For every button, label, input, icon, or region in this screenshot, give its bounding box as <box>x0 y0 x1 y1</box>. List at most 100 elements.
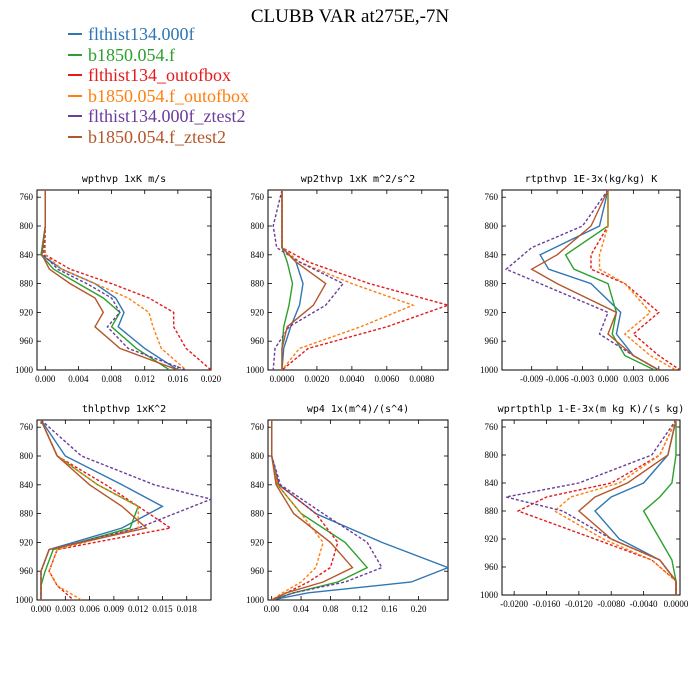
x-tick-label: 0.000 <box>35 374 56 384</box>
chart-panel: wpthvp 1xK m/s76080084088092096010000.00… <box>15 174 222 384</box>
series-line <box>594 420 677 595</box>
panel-title: rtpthvp 1E-3x(kg/kg) K <box>525 174 657 185</box>
series-line <box>553 420 677 595</box>
y-tick-label: 760 <box>485 422 499 432</box>
y-tick-label: 920 <box>20 537 34 547</box>
x-tick-label: 0.003 <box>55 604 76 614</box>
x-tick-label: 0.012 <box>128 604 148 614</box>
chart-panel: wprtpthlp 1-E-3x(m kg K)/(s kg) 760 800 840… <box>480 404 689 609</box>
legend-item: b1850.054.f_outofbox <box>68 86 249 107</box>
y-tick-label: 800 <box>251 221 265 231</box>
y-tick-label: 760 <box>251 422 265 432</box>
y-tick-label: 1000 <box>246 595 265 605</box>
x-tick-label: -0.0080 <box>597 599 625 609</box>
series-line <box>44 190 211 370</box>
y-tick-label: 800 <box>20 451 34 461</box>
y-tick-label: 1000 <box>480 365 499 375</box>
x-tick-label: -0.0120 <box>565 599 593 609</box>
x-tick-label: 0.012 <box>135 374 155 384</box>
series-line <box>271 420 354 600</box>
x-tick-label: -0.006 <box>545 374 569 384</box>
plot-frame <box>36 419 212 601</box>
y-tick-label: 840 <box>20 250 34 260</box>
x-tick-label: -0.009 <box>520 374 544 384</box>
y-tick-label: 960 <box>20 566 34 576</box>
x-tick-label: 0.006 <box>649 374 670 384</box>
x-tick-label: 0.000 <box>598 374 619 384</box>
x-tick-label: -0.003 <box>571 374 595 384</box>
y-tick-label: 880 <box>485 279 499 289</box>
x-tick-label: 0.04 <box>293 604 309 614</box>
legend-swatch <box>68 53 82 56</box>
x-tick-label: 0.0000 <box>664 599 689 609</box>
y-tick-label: 880 <box>251 509 265 519</box>
legend-label: b1850.054.f_outofbox <box>88 85 249 106</box>
series-line <box>44 190 187 370</box>
y-tick-label: 880 <box>485 506 499 516</box>
series-line <box>281 190 415 370</box>
series-line <box>516 420 677 595</box>
series-line <box>271 420 383 600</box>
series-line <box>642 420 677 595</box>
chart-panel: thlpthvp 1xK^276080084088092096010000.00… <box>15 404 212 614</box>
y-tick-label: 880 <box>20 509 34 519</box>
x-tick-label: 0.003 <box>623 374 644 384</box>
x-tick-label: 0.020 <box>201 374 222 384</box>
plot-frame <box>267 419 449 601</box>
y-tick-label: 800 <box>485 450 499 460</box>
legend-item: flthist134.000f_ztest2 <box>68 106 249 127</box>
series-line <box>40 420 173 600</box>
y-tick-label: 760 <box>20 192 34 202</box>
x-tick-label: -0.0160 <box>533 599 561 609</box>
series-line <box>40 420 148 600</box>
x-tick-label: 0.008 <box>101 374 122 384</box>
panel-title: wpthvp 1xK m/s <box>82 174 166 185</box>
series-line <box>281 190 327 370</box>
plot-frame <box>501 189 681 371</box>
y-tick-label: 760 <box>251 192 265 202</box>
x-tick-label: 0.009 <box>104 604 125 614</box>
x-tick-label: -0.0200 <box>500 599 528 609</box>
series-line <box>42 190 187 370</box>
y-tick-label: 800 <box>20 221 34 231</box>
series-line <box>41 190 179 370</box>
x-tick-label: 0.018 <box>177 604 198 614</box>
series-line <box>505 420 677 595</box>
y-tick-label: 1000 <box>480 590 499 600</box>
panel-title: wprtpthlp 1-E-3x(m kg K)/(s kg) <box>498 404 685 415</box>
y-tick-label: 920 <box>251 537 265 547</box>
panel-title: wp4 1x(m^4)/(s^4) <box>307 404 409 415</box>
series-line <box>271 420 324 600</box>
x-tick-label: 0.0000 <box>270 374 295 384</box>
y-tick-label: 920 <box>251 307 265 317</box>
legend: flthist134.000f b1850.054.f flthist134_o… <box>68 24 249 147</box>
y-tick-label: 920 <box>485 534 499 544</box>
figure-title: CLUBB VAR at275E,-7N <box>250 6 450 27</box>
plot-frame <box>501 419 681 596</box>
series-line <box>40 190 170 370</box>
legend-swatch <box>68 115 82 118</box>
y-tick-label: 880 <box>251 279 265 289</box>
x-tick-label: 0.12 <box>352 604 368 614</box>
series-line <box>281 190 304 370</box>
y-tick-label: 960 <box>485 562 499 572</box>
chart-panel: wp2thvp 1xK m^2/s^2 760 800 840 880 920 960 100… <box>246 174 449 384</box>
y-tick-label: 760 <box>20 422 34 432</box>
x-tick-label: 0.20 <box>411 604 427 614</box>
x-tick-label: 0.000 <box>31 604 52 614</box>
series-line <box>590 190 680 370</box>
x-tick-label: 0.016 <box>168 374 189 384</box>
series-line <box>40 190 179 370</box>
y-tick-label: 960 <box>251 336 265 346</box>
x-tick-label: 0.004 <box>68 374 89 384</box>
series-line <box>272 190 345 370</box>
y-tick-label: 1000 <box>15 595 34 605</box>
y-tick-label: 1000 <box>246 365 265 375</box>
legend-swatch <box>68 135 82 138</box>
legend-label: b1850.054.f <box>88 44 175 65</box>
series-line <box>40 420 140 600</box>
x-tick-label: 0.0060 <box>374 374 399 384</box>
legend-item: b1850.054.f_ztest2 <box>68 127 249 148</box>
y-tick-label: 920 <box>485 307 499 317</box>
